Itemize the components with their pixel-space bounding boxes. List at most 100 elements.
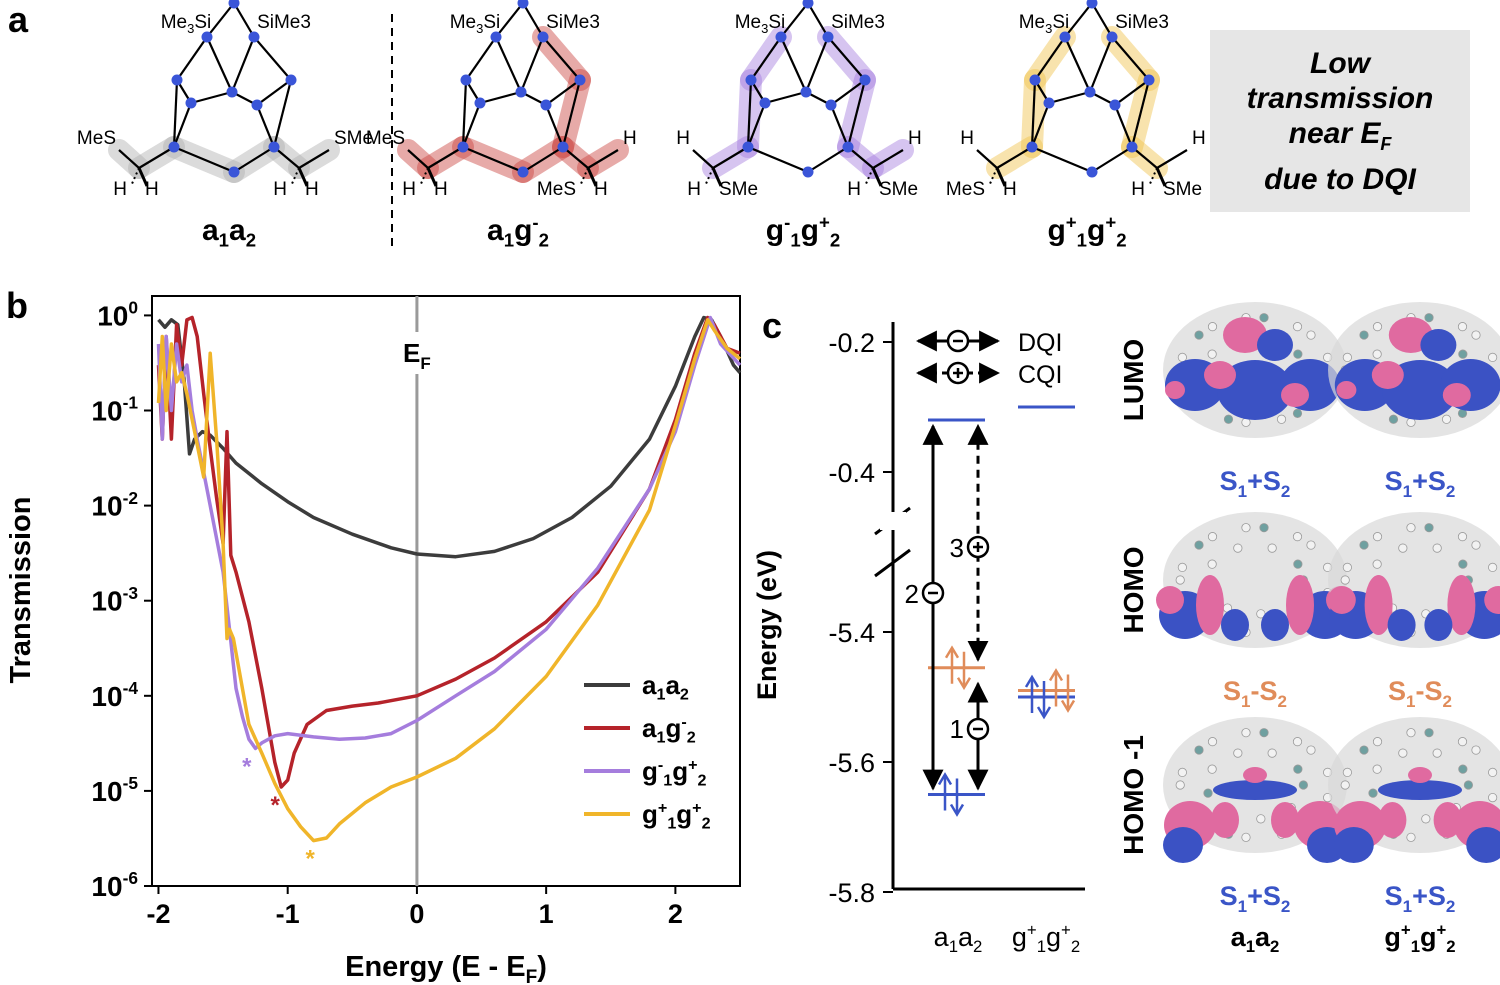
y-tick-label-base: 10 [91,681,122,712]
carbon-atom [517,166,529,178]
silyl-label-left-part: Me [735,12,761,33]
carbon-atom [185,97,197,109]
atom [1458,764,1468,774]
orbital-combination-part: S [1263,466,1281,496]
category-label: g+1g+2 [1012,921,1080,956]
orbital-combination-part: 1 [1238,897,1247,916]
minimum-marker: * [271,792,281,819]
fermi-label: EF [403,338,431,373]
legend-label-base: a [665,670,680,700]
orbital-lobe-negative [1243,767,1267,783]
orbital-combination-part: - [1416,676,1425,706]
molecule-name-sub: 2 [830,230,840,251]
orbital-combination: S1-S2 [1223,676,1287,711]
legend-label-DQI: DQI [1018,329,1062,357]
molecule-name-base: a [202,214,219,247]
carbon-atom [822,31,834,43]
legend-label: g-1g+2 [642,756,707,790]
orbital-combination-part: S [1425,676,1443,706]
atom [1398,543,1408,553]
carbon-atom [775,31,787,43]
category-label-sub: 2 [973,937,982,956]
bottom-label: SMe [1163,179,1202,200]
molecule-name-sub: 1 [504,230,514,251]
orbital-column-label-sup: + [1437,921,1447,940]
bond [807,2,829,38]
carbon-atom [285,74,297,86]
orbital-lobe-negative [1204,361,1236,389]
orbital-lobe-negative [1281,383,1309,407]
bond [544,104,565,148]
orbital-lobe-positive [1257,329,1293,361]
silyl-label-left-part: Me [161,12,187,33]
wedge-bond [426,167,438,187]
atom [1256,814,1266,824]
carbon-atom [1086,166,1098,178]
orbital-combination-part: 2 [1281,897,1290,916]
category-label-sup: + [1027,921,1037,940]
hashed-bond [290,167,300,187]
atom [1488,793,1498,803]
bond [692,149,714,169]
orbital-column-label-sub: 1 [1411,937,1420,956]
carbon-atom [457,141,469,153]
y-tick-label-base: 10 [91,776,122,807]
bond [494,36,523,93]
hashed-bond [130,167,140,187]
molecule-name: a1g-2 [487,212,549,251]
carbon-atom [1026,141,1038,153]
carbon-atom [574,74,586,86]
molecule-name-base: g [1087,214,1105,247]
atom [1342,562,1352,572]
x-axis-title: Energy (E - EF) [345,951,547,985]
molecule-name: a1a2 [202,214,256,251]
orbital-lobe-negative [1286,575,1314,635]
bond [118,149,140,169]
bond [1048,90,1091,105]
bond [461,102,482,148]
atom [1293,559,1303,569]
atom [1223,414,1234,424]
molecule-name-sup: + [1105,212,1116,233]
bottom-label: H [145,179,159,200]
atom [1233,543,1243,553]
carbon-atom [1109,99,1121,111]
silyl-label-left-part: Me [1019,12,1045,33]
atom [1471,745,1481,755]
carbon-atom [825,99,837,111]
energy-tick-label: -5.6 [828,748,875,778]
atom [1276,414,1287,424]
energy-tick-label: -5.8 [828,878,875,908]
atom [1241,832,1251,842]
category-labels: a1a2 g+1g+2 [934,921,1080,956]
orbital-combination-part: 1 [1403,897,1412,916]
carbon-atom [1086,0,1098,9]
silyl-label-right: SiMe3 [1115,12,1169,33]
orbital-lobe-negative [1378,802,1407,838]
bottom-label: H [1131,179,1145,200]
molecule-name-sub: 2 [539,230,549,251]
bond [461,79,468,148]
bond [1156,149,1188,169]
transmission-series [156,315,742,843]
atom [1259,728,1269,738]
orbital-combination-part: S [1220,466,1238,496]
orbital-lobe-positive [1333,827,1374,863]
bond [176,36,208,81]
carbon-atom [228,166,240,178]
atom [1372,349,1382,359]
bond [779,36,808,93]
carbon-atom [171,74,183,86]
category-label: a1a2 [934,922,983,956]
carbon-atom [842,141,854,153]
wedge-bond [711,167,723,187]
carbon-atom [1029,74,1041,86]
interference-pathways: 1 2 3 [905,423,990,791]
bond [780,2,809,38]
dqi-note: Low transmission near EF due to DQI [1210,30,1470,212]
orbital-row-label: HOMO -1 [1118,735,1149,855]
orbital-lobe-negative [1408,767,1432,783]
